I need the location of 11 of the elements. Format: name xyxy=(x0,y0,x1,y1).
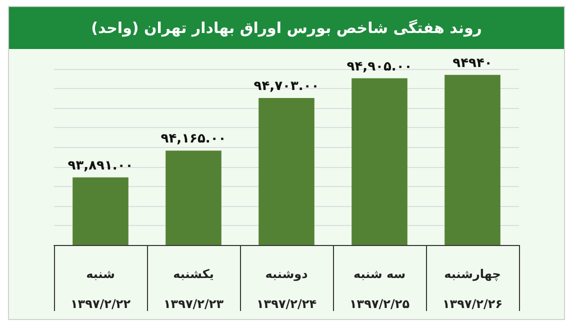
data-label: ۹۴,۹۰۵.۰۰ xyxy=(346,59,412,74)
category-label: سه شنبه ۱۳۹۷/۲/۲۵ xyxy=(349,267,410,311)
category-label: یکشنبه ۱۳۹۷/۲/۲۳ xyxy=(163,267,224,311)
data-label: ۹۳,۸۹۱.۰۰ xyxy=(68,158,134,174)
data-label: ۹۴,۷۰۳.۰۰ xyxy=(254,79,320,94)
data-label: ۹۴۹۴۰ xyxy=(452,56,492,71)
category-label: دوشنبه ۱۳۹۷/۲/۲۴ xyxy=(256,267,317,311)
category-label: شنبه ۱۳۹۷/۲/۲۲ xyxy=(70,267,131,311)
category-label: چهارشنبه ۱۳۹۷/۲/۲۶ xyxy=(442,267,503,311)
chart-title: روند هفتگی شاخص بورس اوراق بهادار تهران (واحد) xyxy=(9,7,564,49)
data-label: ۹۴,۱۶۵.۰۰ xyxy=(160,132,226,147)
